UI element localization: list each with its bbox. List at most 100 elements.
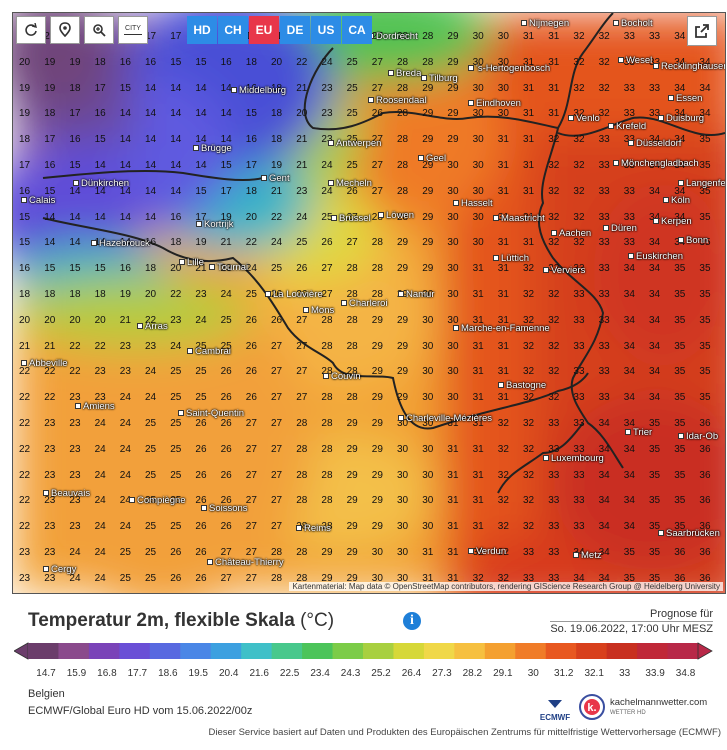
- temperature-value: 29: [422, 160, 434, 171]
- temperature-value: 17: [145, 31, 157, 42]
- temperature-value: 25: [145, 547, 157, 558]
- temperature-value: 29: [447, 82, 459, 94]
- temperature-value: 34: [649, 314, 661, 326]
- temperature-value: 14: [170, 82, 182, 94]
- region-tab-eu[interactable]: EU: [249, 16, 279, 44]
- temperature-value: 14: [145, 185, 157, 197]
- city-label: Marche-en-Famenne: [453, 323, 550, 334]
- city-label: Middelburg: [231, 85, 286, 96]
- scale-swatch: [241, 643, 273, 659]
- temperature-value: 23: [94, 366, 106, 378]
- temperature-value: 34: [598, 495, 610, 507]
- region-tab-ca[interactable]: CA: [342, 16, 372, 44]
- temperature-value: 34: [699, 108, 711, 120]
- temperature-value: 27: [271, 418, 283, 429]
- temperature-value: 31: [523, 185, 535, 197]
- region-tab-us[interactable]: US: [311, 16, 341, 44]
- temperature-value: 30: [422, 443, 434, 455]
- temperature-value: 14: [119, 185, 131, 197]
- temperature-value: 16: [245, 134, 257, 146]
- temperature-value: 14: [94, 185, 106, 197]
- temperature-value: 32: [523, 289, 535, 300]
- temperature-value: 21: [44, 340, 56, 352]
- temperature-value: 34: [623, 289, 635, 300]
- temperature-value: 32: [523, 340, 535, 352]
- temperature-value: 14: [94, 211, 106, 223]
- temperature-value: 31: [472, 366, 484, 378]
- zoom-button[interactable]: [84, 16, 114, 44]
- temperature-value: 31: [523, 31, 535, 42]
- temperature-value: 14: [44, 237, 56, 249]
- temperature-value: 34: [598, 418, 610, 429]
- temperature-value: 32: [598, 56, 610, 68]
- temperature-value: 31: [447, 521, 459, 533]
- temperature-value: 35: [674, 418, 686, 429]
- city-label: Arras: [137, 321, 168, 332]
- temperature-value: 24: [69, 547, 81, 558]
- temperature-value: 32: [548, 366, 560, 378]
- temperature-value: 33: [598, 340, 610, 352]
- scale-swatch: [515, 643, 547, 659]
- temperature-value: 32: [548, 160, 560, 171]
- city-label: Euskirchen: [628, 251, 683, 262]
- region-name: Belgien: [28, 688, 65, 700]
- refresh-button[interactable]: [16, 16, 46, 44]
- temperature-value: 28: [321, 469, 333, 481]
- region-tab-de[interactable]: DE: [280, 16, 310, 44]
- temperature-value: 26: [170, 572, 182, 584]
- temperature-value: 25: [119, 572, 131, 584]
- temperature-value: 14: [220, 108, 232, 120]
- temperature-value: 28: [321, 418, 333, 429]
- temperature-value: 31: [447, 443, 459, 455]
- temperature-map[interactable]: 20 20 19 19 18 17 17 17 18 19 21 23 24 26 27 28 28 29 30 30…: [12, 12, 726, 594]
- temperature-value: 23: [321, 82, 333, 94]
- city-label: Beauvais: [43, 488, 90, 499]
- location-button[interactable]: [50, 16, 80, 44]
- temperature-value: 24: [321, 160, 333, 171]
- temperature-value: 22: [170, 289, 182, 300]
- temperature-value: 31: [497, 237, 509, 249]
- temperature-value: 30: [497, 31, 509, 42]
- temperature-value: 22: [44, 366, 56, 378]
- temperature-value: 22: [94, 340, 106, 352]
- temperature-value: 28: [422, 56, 434, 68]
- temperature-value: 29: [422, 134, 434, 146]
- scale-swatch: [302, 643, 334, 659]
- scale-tick-label: 16.8: [97, 668, 117, 679]
- temperature-value: 29: [371, 418, 383, 429]
- share-button[interactable]: [687, 16, 717, 46]
- temperature-value: 20: [19, 56, 31, 68]
- temperature-value: 27: [271, 521, 283, 533]
- temperature-value: 16: [170, 211, 182, 223]
- region-tab-hd[interactable]: HD: [187, 16, 217, 44]
- temperature-value: 29: [397, 237, 409, 249]
- forecast-time: So. 19.06.2022, 17:00 Uhr MESZ: [550, 621, 713, 635]
- city-label: Breda: [388, 68, 421, 79]
- temperature-value: 31: [548, 56, 560, 68]
- temperature-value: 32: [598, 31, 610, 42]
- temperature-value: 23: [119, 340, 131, 352]
- temperature-value: 14: [145, 211, 157, 223]
- temperature-value: 31: [472, 443, 484, 455]
- temperature-value: 35: [674, 495, 686, 507]
- temperature-value: 31: [497, 185, 509, 197]
- temperature-value: 24: [145, 366, 157, 378]
- temperature-value: 32: [573, 82, 585, 94]
- temperature-value: 27: [321, 289, 333, 300]
- city-label: Mons: [303, 305, 334, 316]
- temperature-value: 29: [346, 469, 358, 481]
- temperature-value: 22: [19, 469, 31, 481]
- region-tab-ch[interactable]: CH: [218, 16, 248, 44]
- temperature-value: 35: [699, 160, 711, 171]
- temperature-value: 33: [548, 495, 560, 507]
- temperature-value: 27: [271, 392, 283, 404]
- city-label: Cergy: [43, 564, 76, 575]
- kachelmann-logo[interactable]: k. kachelmannwetter.com WETTER HD: [578, 692, 718, 722]
- info-icon[interactable]: i: [403, 612, 421, 630]
- city-label: Hazebrouck: [91, 238, 150, 249]
- temperature-value: 29: [422, 82, 434, 94]
- temperature-value: 33: [598, 263, 610, 275]
- temperature-value: 17: [195, 211, 207, 223]
- temperature-value: 24: [119, 469, 131, 481]
- city-toggle-button[interactable]: CITY: [118, 16, 148, 44]
